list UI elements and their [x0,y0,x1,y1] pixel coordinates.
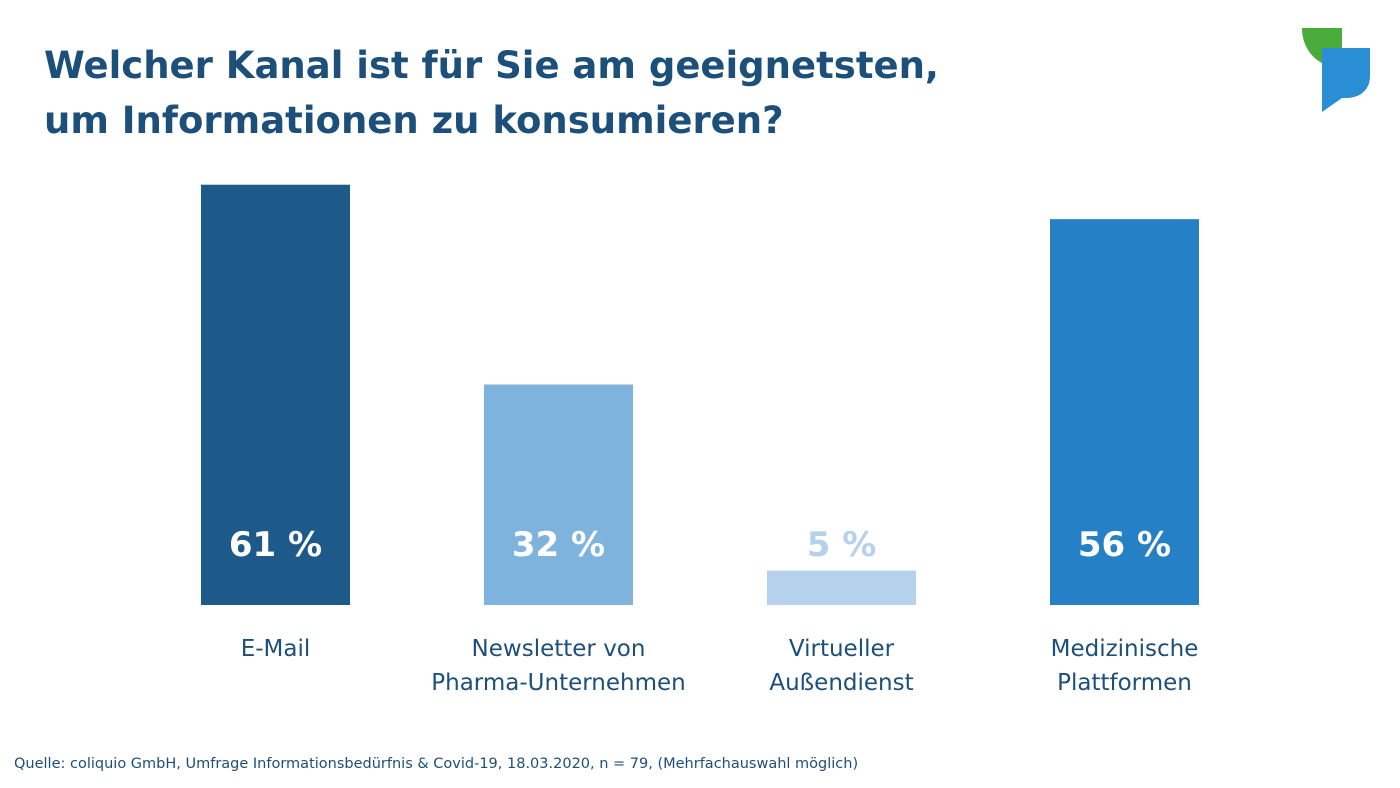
logo-blue-speech-bubble [1322,48,1370,112]
bar-value-label: 5 % [807,525,877,565]
source-note: Quelle: coliquio GmbH, Umfrage Informati… [14,756,859,772]
bar [1050,219,1199,605]
bar [767,570,916,605]
category-label: Medizinische [1051,636,1199,662]
category-label: Plattformen [1057,670,1192,696]
bar-value-label: 56 % [1078,525,1171,565]
chart-title: Welcher Kanal ist für Sie am geeignetste… [44,38,1144,148]
bar-value-label: 61 % [229,525,322,565]
bar [484,384,633,605]
category-label: Pharma-Unternehmen [431,670,685,696]
category-label: Außendienst [769,670,913,696]
coliquio-logo [1302,28,1370,112]
bar-value-label: 32 % [512,525,605,565]
category-label: Newsletter von [472,636,646,662]
bar [201,184,350,605]
chart-title-line-1: Welcher Kanal ist für Sie am geeignetste… [44,44,939,87]
category-label: Virtueller [789,636,895,662]
category-label: E-Mail [241,636,311,662]
chart-title-line-2: um Informationen zu konsumieren? [44,99,784,142]
